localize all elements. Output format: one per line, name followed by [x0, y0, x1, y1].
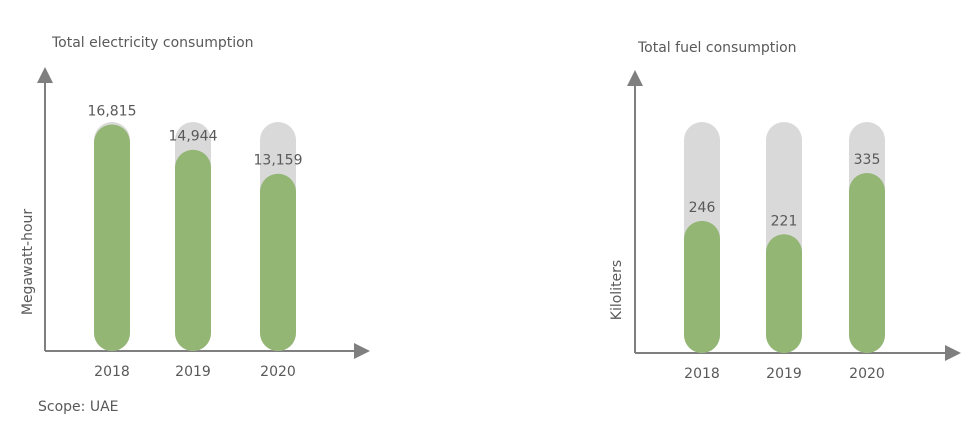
bar: [175, 149, 211, 351]
y-axis-label: Kiloliters: [609, 260, 625, 320]
chart-title: Total electricity consumption: [51, 35, 254, 51]
value-label: 335: [854, 152, 881, 168]
bar: [94, 124, 130, 351]
value-label: 14,944: [169, 129, 218, 145]
value-label: 246: [689, 200, 716, 216]
bar: [684, 220, 720, 353]
bar: [766, 234, 802, 353]
value-label: 13,159: [254, 153, 303, 169]
bar: [260, 173, 296, 351]
x-tick-label: 2018: [684, 366, 720, 382]
x-tick-label: 2018: [94, 364, 130, 380]
x-tick-label: 2020: [260, 364, 296, 380]
x-tick-label: 2020: [849, 366, 885, 382]
footnote: Scope: UAE: [38, 399, 119, 415]
x-tick-label: 2019: [766, 366, 802, 382]
value-label: 16,815: [88, 103, 137, 119]
value-label: 221: [771, 213, 798, 229]
x-tick-label: 2019: [175, 364, 211, 380]
chart-title: Total fuel consumption: [637, 40, 797, 56]
y-axis-label: Megawatt-hour: [20, 209, 36, 316]
bar: [849, 173, 885, 353]
